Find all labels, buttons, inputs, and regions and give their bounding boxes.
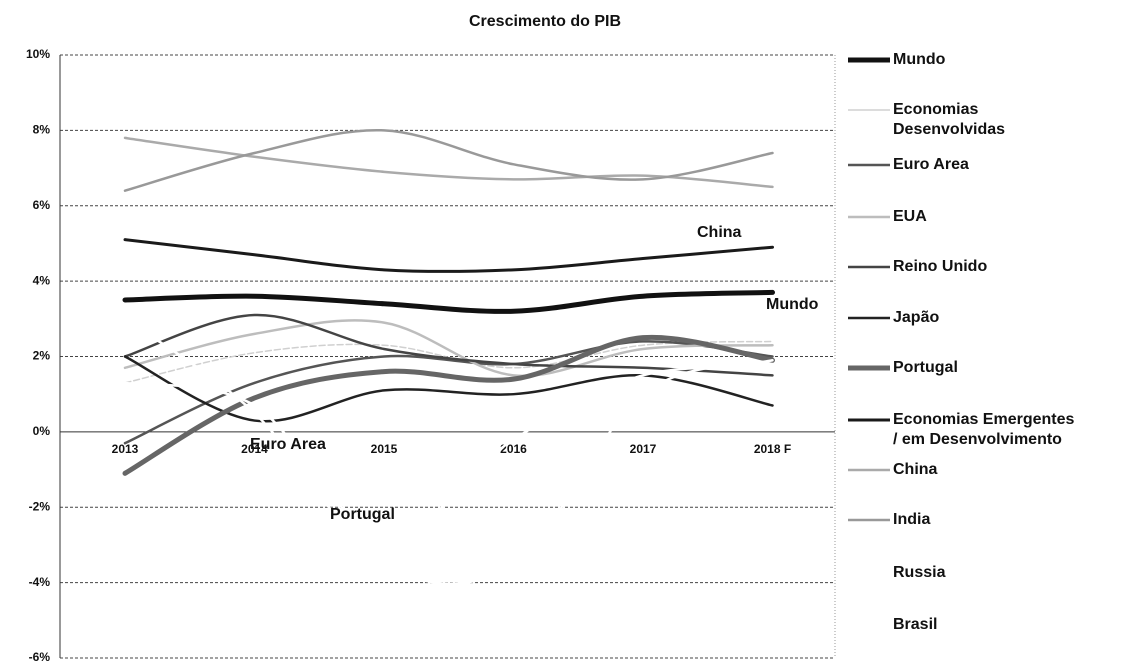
legend-label: Economias Desenvolvidas bbox=[893, 101, 1005, 138]
y-tick-label: 2% bbox=[33, 349, 51, 363]
legend-label: Economias Emergentes / em Desenvolvimento bbox=[893, 411, 1075, 448]
series-line bbox=[122, 289, 775, 314]
series-line bbox=[123, 340, 774, 445]
chart-title: Crescimento do PIB bbox=[469, 13, 621, 30]
y-tick-label: 8% bbox=[33, 123, 51, 137]
series-line bbox=[122, 334, 775, 476]
series-line bbox=[123, 238, 774, 273]
y-tick-label: -2% bbox=[29, 499, 51, 513]
legend-label: Reino Unido bbox=[893, 258, 987, 275]
legend-label: Brasil bbox=[893, 616, 937, 633]
y-tick-label: -4% bbox=[29, 575, 51, 589]
series-line bbox=[123, 136, 774, 189]
legend-label: Japão bbox=[893, 309, 939, 326]
series-line bbox=[123, 355, 774, 423]
series-line bbox=[123, 366, 774, 539]
x-tick-label: 2017 bbox=[630, 442, 657, 456]
annotation: Euro Area bbox=[250, 436, 326, 453]
legend-label: EUA bbox=[893, 208, 927, 225]
legend-label: Euro Area bbox=[893, 156, 969, 173]
y-tick-label: 4% bbox=[33, 273, 51, 287]
annotation: China bbox=[697, 224, 742, 241]
y-tick-label: -6% bbox=[29, 650, 51, 663]
series-line bbox=[123, 317, 774, 586]
annotation: Portugal bbox=[330, 506, 395, 523]
legend-label: Russia bbox=[893, 564, 946, 581]
y-tick-label: 10% bbox=[26, 47, 50, 61]
y-tick-label: 6% bbox=[33, 198, 51, 212]
legend-label: Mundo bbox=[893, 51, 946, 68]
legend-label: India bbox=[893, 511, 930, 528]
annotation: Mundo bbox=[766, 296, 819, 313]
series-line bbox=[123, 128, 774, 192]
x-tick-label: 2018 F bbox=[754, 442, 791, 456]
x-tick-label: 2015 bbox=[371, 442, 398, 456]
series-line bbox=[123, 313, 774, 377]
series-line bbox=[123, 319, 774, 378]
legend-label: Portugal bbox=[893, 359, 958, 376]
x-tick-label: 2013 bbox=[112, 442, 139, 456]
x-tick-label: 2016 bbox=[500, 442, 527, 456]
legend-label: China bbox=[893, 461, 938, 478]
y-tick-label: 0% bbox=[33, 424, 51, 438]
x-tick-label: 2014 bbox=[241, 442, 268, 456]
